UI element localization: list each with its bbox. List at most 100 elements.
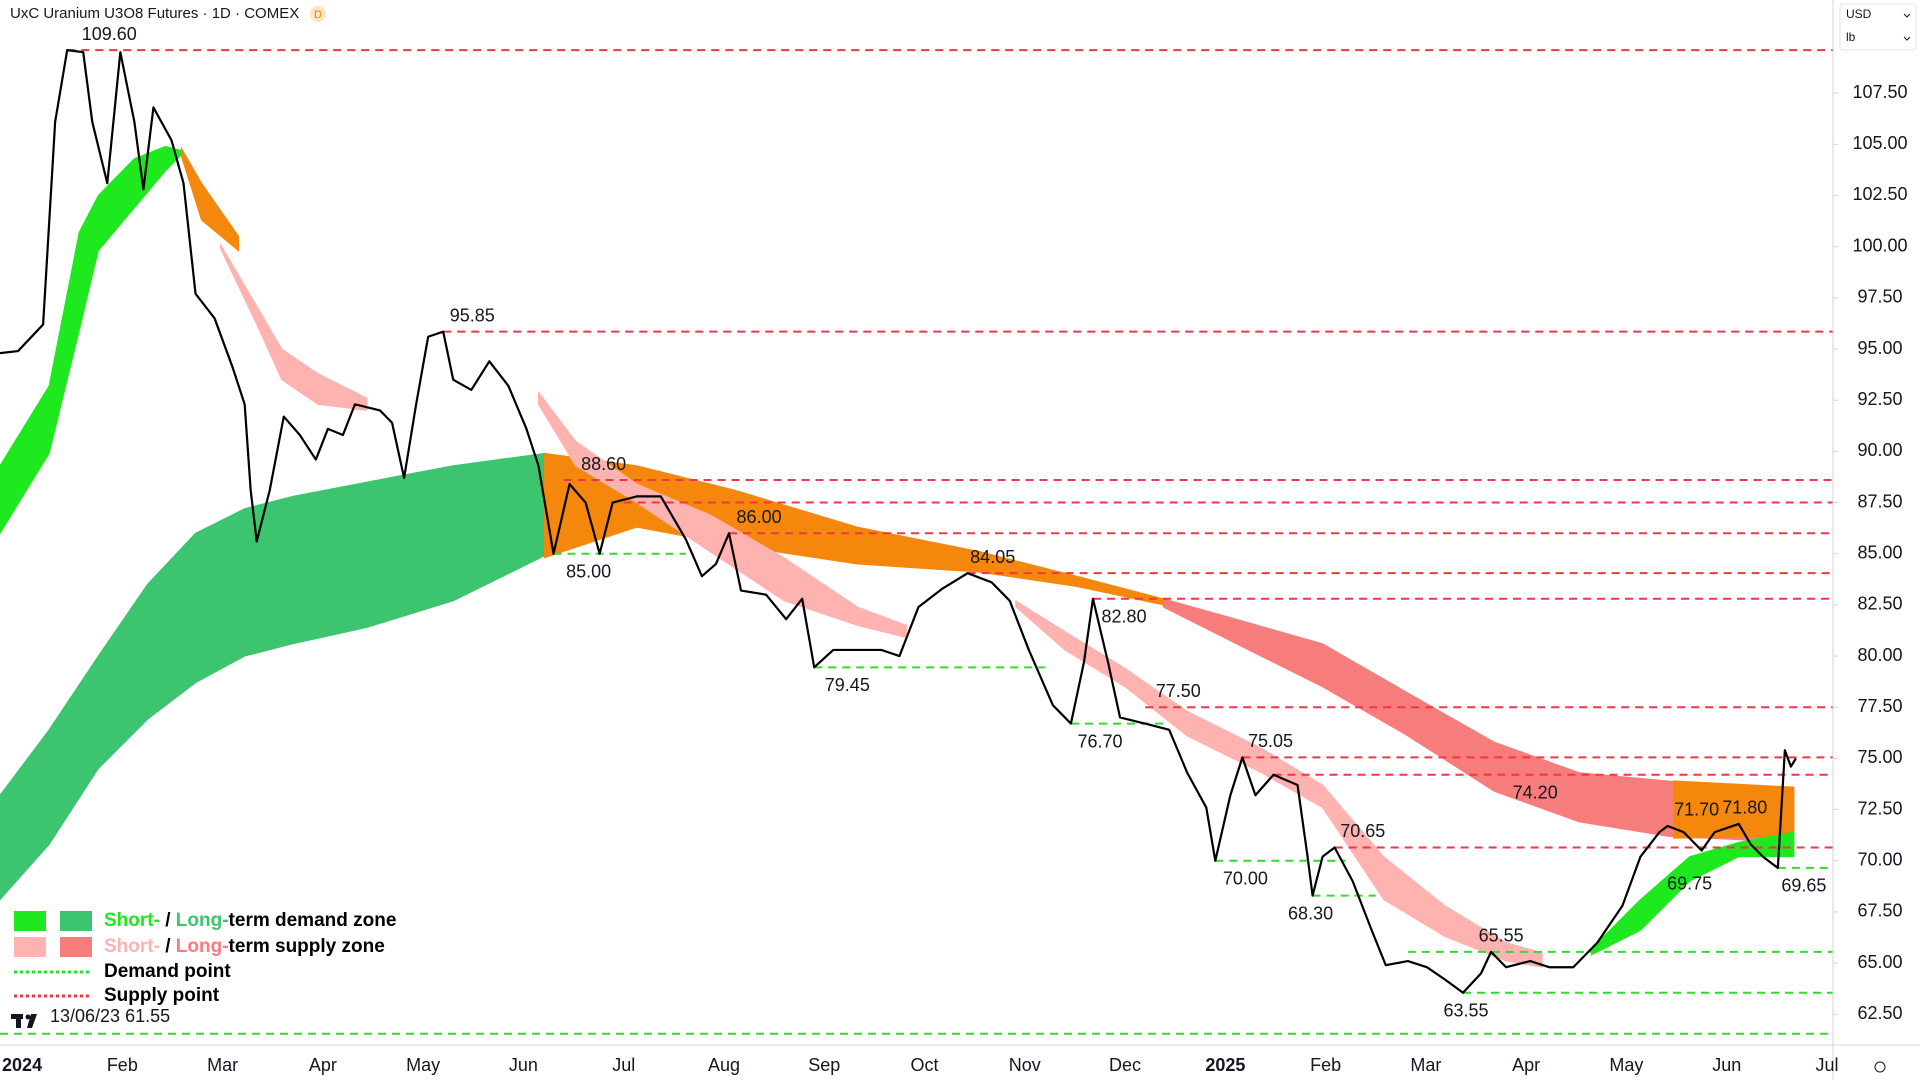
zone — [543, 452, 1164, 606]
y-tick-label: 77.50 — [1857, 696, 1902, 716]
legend-text: Demand point — [104, 961, 231, 982]
level-label: 76.70 — [1077, 731, 1122, 751]
level-label: 71.80 — [1722, 798, 1767, 818]
currency[interactable]: USD — [1846, 7, 1872, 21]
y-tick-label: 87.50 — [1857, 491, 1902, 511]
badge-bg — [310, 6, 326, 22]
legend-swatch — [14, 937, 46, 957]
legend-note: 13/06/23 61.55 — [50, 1006, 170, 1026]
level-label: 84.05 — [970, 547, 1015, 567]
legend-text: Long- — [176, 936, 229, 957]
x-tick-label: Aug — [708, 1055, 740, 1075]
x-tick-label: Apr — [309, 1055, 337, 1075]
x-tick-label: Oct — [911, 1055, 939, 1075]
legend-text: term demand zone — [229, 910, 397, 931]
x-tick-label: May — [1609, 1055, 1643, 1075]
y-tick-label: 75.00 — [1857, 747, 1902, 767]
y-tick-label: 70.00 — [1857, 850, 1902, 870]
legend-text: Supply point — [104, 985, 220, 1006]
y-tick-label: 62.50 — [1857, 1003, 1902, 1023]
legend-text: Short- — [104, 936, 160, 957]
legend-text: Long- — [176, 910, 229, 931]
level-label: 69.65 — [1781, 876, 1826, 896]
legend-label: Demand point — [104, 961, 231, 982]
level-label: 68.30 — [1288, 903, 1333, 923]
x-tick-label: Sep — [808, 1055, 840, 1075]
level-label: 71.70 — [1674, 800, 1719, 820]
legend-text: term supply zone — [229, 936, 385, 957]
level-label: 70.00 — [1223, 869, 1268, 889]
y-tick-label: 97.50 — [1857, 287, 1902, 307]
x-tick-label: Jul — [612, 1055, 635, 1075]
level-label: 109.60 — [82, 24, 137, 44]
y-tick-label: 65.00 — [1857, 952, 1902, 972]
level-label: 95.85 — [450, 305, 495, 325]
y-tick-label: 107.50 — [1852, 82, 1907, 102]
y-tick-label: 95.00 — [1857, 338, 1902, 358]
y-tick-label: 92.50 — [1857, 389, 1902, 409]
legend-swatch — [60, 911, 92, 931]
x-tick-label: Jul — [1815, 1055, 1838, 1075]
axes: 62.50 65.00 67.50 70.00 72.50 75.00 77.50 80.00… — [2, 82, 1907, 1075]
y-tick-label: 105.00 — [1852, 133, 1907, 153]
time-axis-bg — [0, 1045, 1920, 1080]
legend-text: Short- — [104, 910, 160, 931]
level-label: 69.75 — [1667, 874, 1712, 894]
y-tick-label: 82.50 — [1857, 594, 1902, 614]
zone — [220, 242, 368, 411]
plot-area: 109.60 95.85 88.60 86.00 84.05 82.80 77.50 75.0… — [0, 24, 1833, 1035]
zone — [1590, 831, 1795, 956]
legend-label: Short- / Long-term demand zone — [104, 910, 396, 931]
price-axis-bg — [1833, 0, 1920, 1080]
badge: D — [314, 9, 322, 21]
y-tick-label: 67.50 — [1857, 901, 1902, 921]
level-label: 85.00 — [566, 561, 611, 581]
legend-swatch — [14, 911, 46, 931]
zone — [1015, 599, 1543, 968]
x-tick-label: Feb — [107, 1055, 138, 1075]
settings-icon[interactable] — [1874, 1061, 1886, 1073]
level-label: 82.80 — [1102, 607, 1147, 627]
x-tick-label: Mar — [1410, 1055, 1441, 1075]
x-tick-label: Mar — [207, 1055, 238, 1075]
level-label: 79.45 — [825, 675, 870, 695]
x-tick-label: May — [406, 1055, 440, 1075]
level-label: 86.00 — [737, 507, 782, 527]
y-tick-label: 90.00 — [1857, 440, 1902, 460]
level-label: 77.50 — [1156, 681, 1201, 701]
zone — [180, 146, 240, 252]
legend-label: Supply point — [104, 985, 220, 1006]
level-label: 63.55 — [1443, 1001, 1488, 1021]
x-tick-label: 2024 — [2, 1055, 42, 1075]
unit-box[interactable] — [1839, 3, 1917, 51]
x-tick-label: Dec — [1109, 1055, 1141, 1075]
unit[interactable]: lb — [1846, 30, 1856, 44]
legend-label: Short- / Long-term supply zone — [104, 936, 385, 957]
y-tick-label: 85.00 — [1857, 542, 1902, 562]
x-tick-label: 2025 — [1205, 1055, 1245, 1075]
level-label: 75.05 — [1248, 731, 1293, 751]
price-line — [0, 49, 1797, 994]
legend-text: / — [160, 936, 176, 957]
level-label: 70.65 — [1340, 821, 1385, 841]
dropdown-chevron — [1903, 13, 1911, 41]
symbol-title: UxC Uranium U3O8 Futures · 1D · COMEX — [10, 5, 299, 22]
legend-swatch — [60, 937, 92, 957]
x-tick-label: Feb — [1310, 1055, 1341, 1075]
zone — [0, 145, 182, 535]
legend-text: / — [160, 910, 176, 931]
x-tick-label: Jun — [509, 1055, 538, 1075]
x-tick-label: Jun — [1712, 1055, 1741, 1075]
y-tick-label: 100.00 — [1852, 235, 1907, 255]
level-label: 65.55 — [1479, 926, 1524, 946]
y-tick-label: 80.00 — [1857, 645, 1902, 665]
y-tick-label: 102.50 — [1852, 184, 1907, 204]
x-tick-label: Nov — [1009, 1055, 1041, 1075]
level-label: 88.60 — [581, 454, 626, 474]
y-tick-label: 72.50 — [1857, 798, 1902, 818]
tv-logo — [11, 1014, 37, 1028]
x-tick-label: Apr — [1512, 1055, 1540, 1075]
level-label: 74.20 — [1513, 783, 1558, 803]
